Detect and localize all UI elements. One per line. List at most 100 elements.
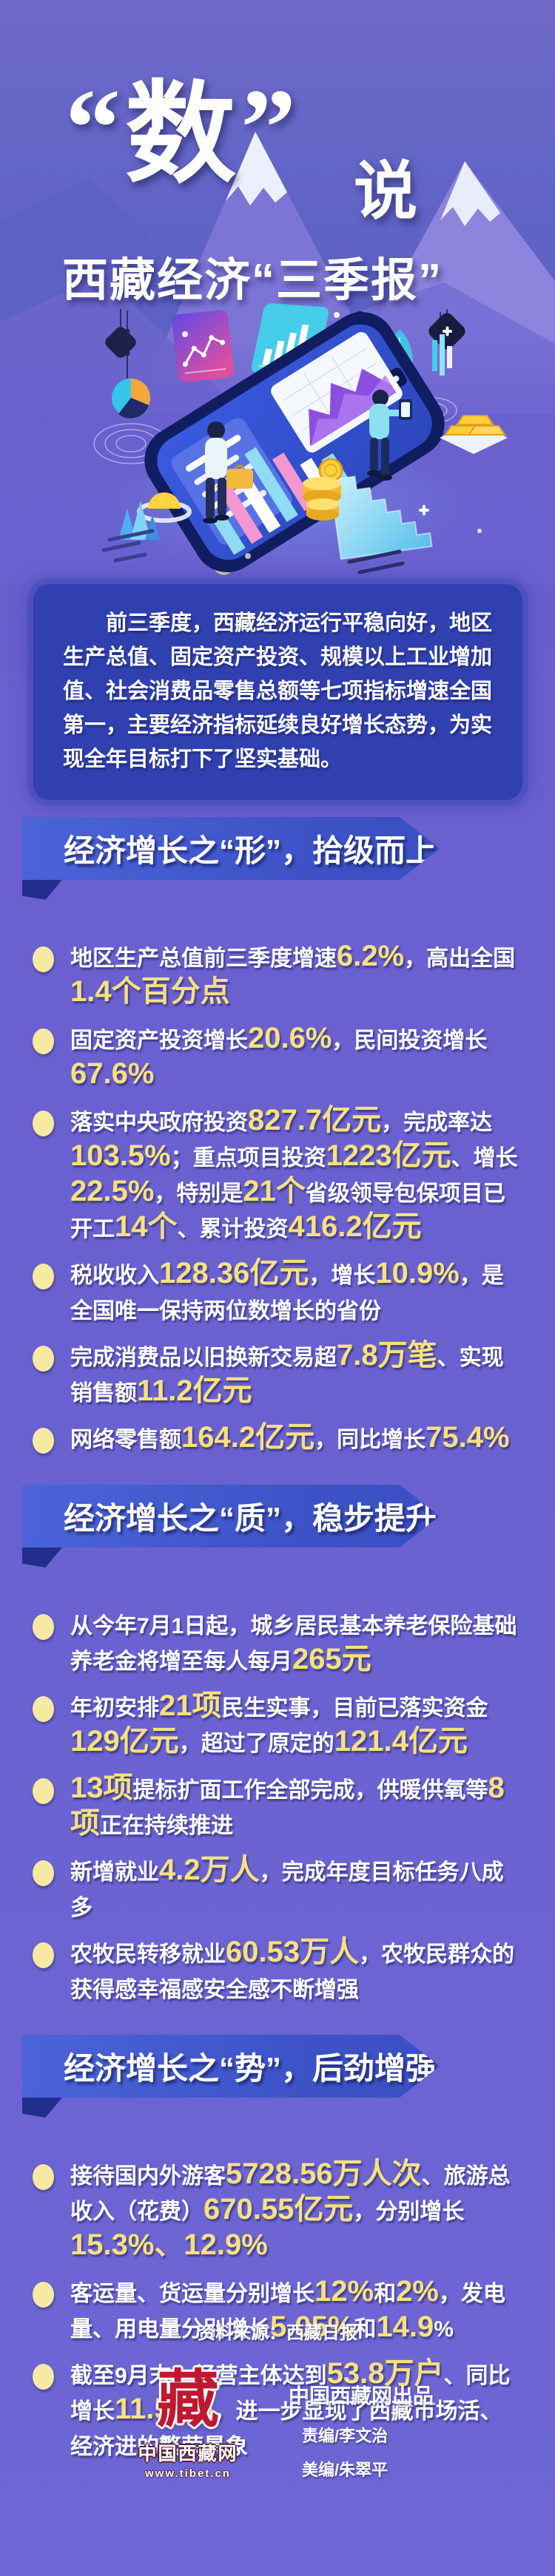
- bullet-list: 地区生产总值前三季度增速6.2%，高出全国 1.4个百分点 固定资产投资增长20.6…: [0, 941, 555, 1458]
- bullet-item: 税收收入128.36亿元，增长10.9%，是全国唯一保持两位数增长的省份: [0, 1258, 555, 1329]
- section: 经济增长之“势”，后劲增强 接待国内外游客5728.56万人次、旅游总收入（花费…: [0, 2035, 555, 2465]
- highlight-value: 121.4亿元: [334, 1725, 468, 1758]
- credits-block: 中国西藏网出品 责编/李文治 美编/朱翠平: [289, 2370, 434, 2491]
- bullet-text: 落实中央政府投资: [70, 1111, 248, 1135]
- section-banner-label: 经济增长之“质”，稳步提升: [64, 1501, 437, 1536]
- logo-name: 中国西藏网: [138, 2444, 238, 2464]
- bullet-item: 截至9月末，经营主体达到53.8万户、同比增长11.54%，进一步显现了西藏市场…: [0, 2359, 555, 2465]
- bullet-item: 新增就业4.2万人，完成年度目标任务八成多: [0, 1855, 555, 1926]
- bullet-text: 正在持续推进: [100, 1814, 233, 1838]
- bullet-text: ，特别是: [154, 1182, 243, 1206]
- quote-close-mark: ”: [240, 67, 297, 189]
- highlight-value: 164.2亿元: [181, 1421, 315, 1454]
- bullet-text: ，分别增长: [353, 2200, 465, 2224]
- bullet-text: 、旅游总收入（花费）: [70, 2164, 511, 2224]
- banner-fold: [22, 2098, 62, 2118]
- bullet-dot-icon: [33, 2364, 54, 2390]
- speed-dashes: [101, 529, 155, 563]
- bullet-item: 完成消费品以旧换新交易超7.8万笔、实现销售额11.2亿元: [0, 1340, 555, 1411]
- bullet-item: 13项提标扩面工作全部完成，供暖供氧等8项正在持续推进: [0, 1773, 555, 1844]
- bullet-item: 农牧民转移就业60.53万人，农牧民群众的获得感幸福感安全感不断增强: [0, 1937, 555, 2008]
- bullet-dot-icon: [33, 1860, 54, 1886]
- highlight-value: 14个: [115, 1210, 178, 1243]
- section-banner: 经济增长之“势”，后劲增强: [22, 2035, 440, 2098]
- person-right: [367, 390, 412, 481]
- highlight-value: 20.6%: [248, 1022, 332, 1054]
- bullet-text: 、增长: [451, 1146, 518, 1170]
- bullet-dot-icon: [33, 1428, 54, 1454]
- bullet-text: 地区生产总值前三季度增速: [70, 946, 337, 971]
- bullet-text: ，增长: [309, 1264, 376, 1288]
- highlight-value: 265元: [292, 1643, 371, 1675]
- banner-fold: [22, 1548, 62, 1567]
- bullet-item: 固定资产投资增长20.6%，民间投资增长 67.6%: [0, 1023, 555, 1094]
- intro-box: 前三季度，西藏经济运行平稳向好，地区生产总值、固定资产投资、规模以上工业增加值、…: [33, 584, 522, 800]
- sparkles: [182, 312, 482, 559]
- coins-icon: [303, 458, 343, 521]
- bullet-text: ，高出全国: [404, 946, 516, 971]
- bullet-text: 固定资产投资增长: [70, 1028, 248, 1053]
- section-banner: 经济增长之“形”，拾级而上: [22, 817, 440, 880]
- bullet-text: 、实现销售额: [70, 1346, 504, 1406]
- source-line: 资料来源：西藏日报: [198, 2323, 357, 2343]
- bullet-text: ，完成年度目标任务八成多: [70, 1860, 504, 1920]
- bullet-text: ，超过了原定的: [178, 1732, 334, 1756]
- tibet-net-logo: 藏 中国西藏网 www.tibet.cn: [121, 2366, 255, 2481]
- title-main-char: 数: [125, 72, 237, 196]
- bullet-dot-icon: [33, 1778, 54, 1804]
- bullet-dot-icon: [33, 1942, 54, 1968]
- bullet-text: ，民间投资增长: [332, 1028, 488, 1053]
- highlight-value: 7.8万笔: [337, 1339, 437, 1372]
- highlight-value: 11.2亿元: [137, 1375, 252, 1407]
- bullet-text: 、累计投资: [177, 1217, 289, 1241]
- bullet-dot-icon: [33, 946, 54, 972]
- highlight-value: 128.36亿元: [159, 1257, 309, 1289]
- bullet-item: 地区生产总值前三季度增速6.2%，高出全国 1.4个百分点: [0, 941, 555, 1012]
- sections-container: 经济增长之“形”，拾级而上 地区生产总值前三季度增速6.2%，高出全国 1.4个百…: [0, 817, 555, 2492]
- isometric-scene: [93, 303, 508, 575]
- bullet-text: 民生实事，目前已落实资金: [221, 1696, 488, 1721]
- produced-by: 中国西藏网出品: [288, 2385, 434, 2407]
- intro-text: 前三季度，西藏经济运行平稳向好，地区生产总值、固定资产投资、规模以上工业增加值、…: [63, 611, 493, 771]
- bullet-dot-icon: [33, 1111, 54, 1136]
- bullet-item: 年初安排21项民生实事，目前已落实资金 129亿元，超过了原定的121.4亿元: [0, 1691, 555, 1762]
- hanging-bars-icon: [432, 334, 452, 376]
- bullet-list: 从今年7月1日起，城乡居民基本养老保险基础养老金将增至每人每月265元年初安排2…: [0, 1609, 555, 2008]
- bullet-text: ；重点项目投资: [170, 1146, 326, 1170]
- bullet-item: 客运量、货运量分别增长12%和2%，发电量、用电量分别增长5.05%和14.9%: [0, 2277, 555, 2348]
- bullet-text: 和: [354, 2317, 377, 2342]
- highlight-value: 11.54%: [115, 2393, 214, 2425]
- staircase: [329, 475, 433, 560]
- hero-illustration: [0, 132, 555, 584]
- bullet-text: 提标扩面工作全部完成，供暖供氧等: [132, 1778, 488, 1803]
- bullet-text: ，完成率达: [381, 1111, 493, 1135]
- bullet-text: 截至9月末: [70, 2364, 172, 2388]
- logo-glyph-icon: 藏: [156, 2366, 219, 2435]
- bullet-text: 网络零售额: [70, 1428, 181, 1452]
- highlight-value: 103.5%: [70, 1139, 171, 1172]
- bullet-text: ，城乡居民基本养老保险基础养老金将增至每人每月: [70, 1614, 517, 1674]
- gold-bars-icon: [440, 415, 508, 454]
- bullet-item: 落实中央政府投资827.7亿元，完成率达 103.5%；重点项目投资1223亿元、…: [0, 1105, 555, 1247]
- bullet-dot-icon: [33, 1696, 54, 1722]
- bullet-text: ，发电量、用电量分别增长: [70, 2282, 505, 2342]
- line-chart-card: [172, 310, 234, 382]
- highlight-value: 416.2亿元: [288, 1210, 422, 1243]
- highlight-value: 10.9%: [375, 1257, 460, 1289]
- bullet-text: 新增就业: [70, 1860, 159, 1885]
- highlight-value: 53.8万户: [326, 2357, 444, 2390]
- bullet-text: ，同比增长: [314, 1428, 426, 1452]
- bullet-item: 接待国内外游客5728.56万人次、旅游总收入（花费）670.55亿元，分别增长…: [0, 2159, 555, 2265]
- highlight-value: 21个: [243, 1175, 306, 1207]
- bullet-text: 从今年7月1日起: [70, 1614, 229, 1638]
- highlight-value: 5.05%: [270, 2311, 354, 2343]
- bullet-dot-icon: [33, 1346, 54, 1372]
- highlight-value: 2%: [396, 2275, 439, 2308]
- credit-designer: 美编/朱翠平: [301, 2461, 388, 2479]
- highlight-value: 13项: [70, 1772, 133, 1804]
- person-left: [203, 421, 253, 523]
- title-line-2: 西藏经济“三季报”: [62, 255, 443, 306]
- bullet-text: ，经营主体达到: [171, 2364, 327, 2388]
- highlight-value: 6.2%: [337, 940, 405, 972]
- section: 经济增长之“质”，稳步提升 从今年7月1日起，城乡居民基本养老保险基础养老金将增…: [0, 1485, 555, 2008]
